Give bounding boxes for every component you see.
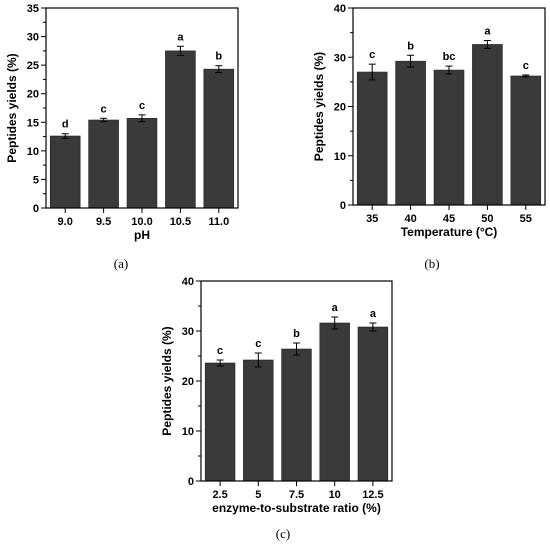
x-tick-label: 2.5 [212,489,227,501]
x-tick-label: 35 [366,213,378,225]
significance-letter: b [293,328,300,340]
panel-label: (a) [114,256,128,271]
x-tick-label: 10 [329,489,341,501]
significance-letter: a [332,302,339,314]
x-tick-label: 45 [443,213,455,225]
plot-frame [200,280,393,482]
bar [88,119,119,209]
significance-letter: c [523,60,529,72]
significance-letter: b [215,51,222,63]
significance-letter: d [62,119,69,131]
panel-label: (c) [276,526,290,541]
x-tick-label: 9.5 [96,216,111,228]
plot-frame [45,7,239,209]
significance-letter: a [370,308,377,320]
bar [126,117,158,209]
bar [356,71,388,206]
x-tick-label: 40 [404,213,416,225]
x-tick-label: 7.5 [289,489,304,501]
y-tick-label: 40 [334,3,346,15]
y-axis-title: Peptides yields (%) [312,52,326,161]
plot-frame [352,7,546,206]
significance-letter: a [484,26,491,38]
significance-letter: c [101,103,107,115]
y-axis-title: Peptides yields (%) [5,53,19,162]
y-tick-label: 40 [182,276,194,288]
y-tick-label: 5 [33,174,39,186]
y-tick-label: 10 [182,426,194,438]
bar [395,60,426,206]
bar [243,359,274,482]
chart-panel-c: 0 10 20 30 40 c 2.5 c 5 b 7.5 a 10 a 12.5enzyme-to-sub… [160,276,393,541]
y-tick-label: 20 [27,89,39,101]
bar [357,326,389,482]
x-axis-title: enzyme-to-substrate ratio (%) [212,501,381,515]
x-tick-label: 10.5 [170,216,191,228]
x-tick-label: 50 [481,213,493,225]
y-tick-label: 20 [182,376,194,388]
y-tick-label: 30 [182,326,194,338]
bar [319,322,350,482]
y-tick-label: 30 [334,52,346,64]
y-tick-label: 0 [340,200,346,212]
y-tick-label: 0 [188,476,194,488]
x-tick-label: 12.5 [362,489,383,501]
x-axis-title: Temperature (°C) [401,225,498,239]
chart-panel-b: 0 10 20 30 40 c 35 b 40 bc 45 a 50 c 55 Temperature (°C… [312,3,546,271]
y-tick-label: 0 [33,203,39,215]
bar [203,68,235,209]
x-tick-label: 5 [255,489,261,501]
bar [510,75,542,206]
significance-letter: a [177,31,184,43]
x-tick-label: 55 [520,213,532,225]
significance-letter: c [139,100,145,112]
x-tick-label: 10.0 [131,216,152,228]
panel-label: (b) [424,256,439,271]
x-tick-label: 9.0 [58,216,73,228]
y-tick-label: 10 [27,146,39,158]
y-tick-label: 10 [334,151,346,163]
significance-letter: c [369,49,375,61]
y-tick-label: 25 [27,60,39,72]
significance-letter: c [255,338,261,350]
y-tick-label: 20 [334,102,346,114]
y-tick-label: 15 [27,117,39,129]
bar [165,50,196,209]
bar [49,135,81,209]
chart-panel-a: 0 5 10 15 20 25 30 35 d 9.0 c 9.5 c 10.0 a 10.5 b 11.0 pH P… [5,3,239,271]
x-axis-title: pH [134,228,150,242]
significance-letter: c [217,345,223,357]
y-tick-label: 35 [27,3,39,15]
y-tick-label: 30 [27,32,39,44]
significance-letter: bc [443,51,456,63]
y-axis-title: Peptides yields (%) [160,326,174,435]
bar [204,362,236,482]
bar [433,69,465,206]
x-tick-label: 11.0 [208,216,229,228]
bar [472,44,503,206]
bar [281,348,312,482]
significance-letter: b [407,40,414,52]
